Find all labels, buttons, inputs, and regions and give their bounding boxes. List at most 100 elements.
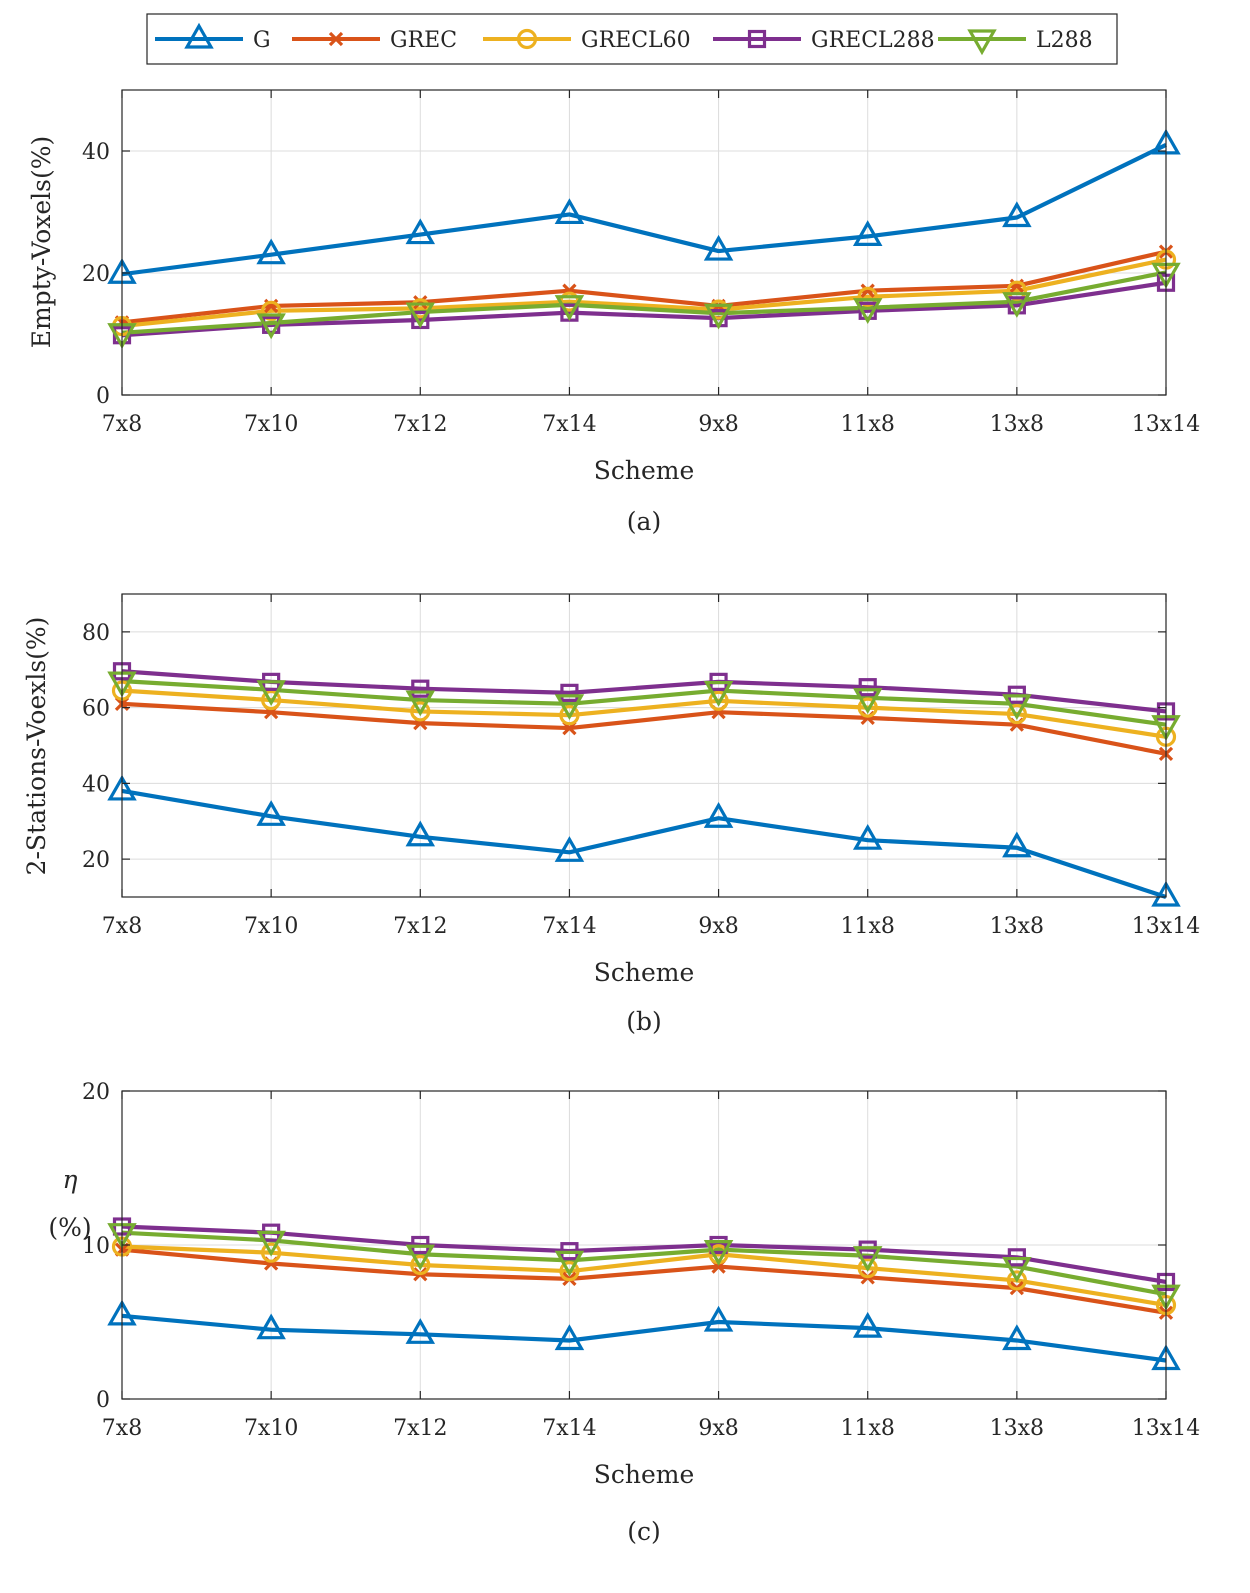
- triangle-up-marker: [184, 22, 214, 49]
- x-tick-label: 7x14: [542, 412, 596, 437]
- data-point-grecl60-7x10: [261, 689, 282, 711]
- data-point-g-7x10: [256, 1313, 286, 1340]
- data-point-l288-7x14: [554, 295, 585, 321]
- series-line-grec: [121, 701, 1167, 756]
- data-point-g-7x14: [554, 198, 585, 225]
- data-point-l288-11x8: [852, 688, 883, 715]
- data-point-g-7x10: [256, 800, 286, 826]
- data-point-grecl60-7x12: [410, 1254, 431, 1276]
- x-tick-label: 9x8: [698, 1416, 738, 1441]
- legend-label: GRECL288: [811, 28, 935, 53]
- square-marker: [747, 29, 767, 49]
- series-line-grecl288: [121, 1224, 1167, 1285]
- axes-box: [121, 593, 1167, 898]
- legend-entry-grecl60[interactable]: GRECL60: [483, 28, 691, 53]
- x-tick-label: 7x10: [244, 1416, 298, 1441]
- data-point-l288-9x8: [703, 680, 734, 707]
- data-point-g-11x8: [852, 1311, 883, 1338]
- data-point-l288-7x10: [256, 313, 286, 340]
- y-tick-label: 60: [82, 697, 110, 722]
- chart-panel-a: 7x8 7x10 7x12 7x14 9x8 11x8 13x8 13x14 0 20 40 Sche…: [27, 89, 1200, 536]
- series-line-grec: [121, 249, 1167, 325]
- chart-panel-c: 7x8 7x10 7x12 7x14 9x8 11x8 13x8 13x14 0 10 20 Sche…: [48, 1080, 1200, 1546]
- data-point-g-13x14: [1151, 880, 1181, 907]
- y-tick-label: 20: [82, 262, 110, 287]
- series-line-l288: [121, 270, 1167, 335]
- y-axis-label: 2-Stations-Voexls(%): [22, 617, 51, 876]
- series-line-grecl60: [121, 257, 1167, 329]
- x-tick-label: 7x14: [542, 914, 596, 939]
- legend-label: L288: [1036, 28, 1093, 53]
- series-line-g: [121, 788, 1167, 899]
- series-line-l288: [121, 679, 1167, 727]
- x-tick-label: 13x8: [990, 914, 1044, 939]
- legend-entry-g[interactable]: G: [155, 22, 271, 53]
- data-point-grecl288-7x14: [560, 683, 579, 702]
- series-markers-g: [107, 774, 1181, 907]
- data-point-l288-7x12: [405, 302, 436, 329]
- x-marker: [328, 31, 344, 47]
- data-point-g-7x12: [405, 218, 436, 245]
- legend-label: G: [253, 28, 271, 53]
- data-point-g-7x14: [554, 1324, 585, 1351]
- data-point-g-11x8: [852, 823, 883, 850]
- data-point-grecl60-7x12: [410, 701, 431, 722]
- y-tick-label: 0: [96, 384, 110, 409]
- legend-entry-grec[interactable]: GREC: [292, 28, 457, 53]
- data-point-l288-13x8: [1002, 292, 1032, 318]
- series-line-l288: [121, 1230, 1167, 1297]
- y-axis-label: Empty-Voxels(%): [27, 136, 56, 349]
- data-point-grecl60-7x14: [559, 1261, 580, 1282]
- x-tick-label: 7x12: [393, 1416, 447, 1441]
- x-tick-label: 7x8: [102, 914, 142, 939]
- data-point-l288-7x12: [405, 1244, 436, 1271]
- chart-panel-b: 7x8 7x10 7x12 7x14 9x8 11x8 13x8 13x14 20 40 60 80 S…: [22, 593, 1200, 1036]
- data-point-grec-7x12: [413, 295, 428, 310]
- panel-caption: (b): [626, 1007, 662, 1036]
- axes-box: [121, 89, 1167, 396]
- data-point-l288-9x8: [703, 303, 734, 330]
- triangle-down-marker: [967, 29, 997, 56]
- x-tick-label: 7x10: [244, 914, 298, 939]
- x-tick-label: 13x8: [990, 1416, 1044, 1441]
- x-tick-label: 7x10: [244, 412, 298, 437]
- x-axis-label: Scheme: [594, 1460, 695, 1489]
- data-point-l288-13x8: [1002, 1256, 1032, 1283]
- series-line-grecl288: [121, 669, 1167, 714]
- series-line-g: [121, 143, 1167, 277]
- x-tick-label: 11x8: [841, 1416, 895, 1441]
- y-tick-label: 20: [82, 1080, 110, 1105]
- series-line-grecl288: [121, 280, 1167, 338]
- circle-marker: [516, 28, 538, 50]
- y-tick-label: 40: [82, 140, 110, 165]
- series-markers-g: [107, 128, 1181, 284]
- data-point-l288-9x8: [703, 1240, 734, 1266]
- data-point-l288-11x8: [852, 1246, 883, 1273]
- data-point-grecl288-9x8: [709, 1235, 728, 1255]
- data-point-g-9x8: [703, 801, 734, 828]
- panel-caption: (a): [627, 507, 661, 536]
- data-point-g-13x8: [1002, 201, 1032, 228]
- data-point-l288-11x8: [852, 298, 883, 324]
- x-tick-label: 13x14: [1132, 412, 1200, 437]
- legend-entry-l288[interactable]: L288: [938, 28, 1093, 56]
- series-line-g: [121, 1313, 1167, 1363]
- data-point-g-9x8: [703, 1305, 734, 1332]
- y-tick-label: 20: [82, 848, 110, 873]
- series-line-grecl60: [121, 688, 1167, 739]
- data-point-grecl288-7x12: [411, 679, 430, 698]
- x-axis-label: Scheme: [594, 958, 695, 987]
- legend-label: GREC: [390, 28, 457, 53]
- y-tick-label: 10: [82, 1234, 110, 1259]
- series-line-grecl60: [121, 1244, 1167, 1308]
- x-tick-label: 13x14: [1132, 914, 1200, 939]
- data-point-grecl60-7x10: [261, 300, 282, 321]
- y-axis-label-line: η: [63, 1165, 78, 1194]
- legend-entry-grecl288[interactable]: GRECL288: [713, 28, 935, 53]
- x-tick-label: 7x8: [102, 1416, 142, 1441]
- data-point-grecl60-9x8: [708, 690, 729, 711]
- x-tick-label: 7x14: [542, 1416, 596, 1441]
- legend: G GREC GRECL60 GRECL288 L288: [146, 13, 1118, 65]
- data-point-l288-7x14: [554, 694, 585, 721]
